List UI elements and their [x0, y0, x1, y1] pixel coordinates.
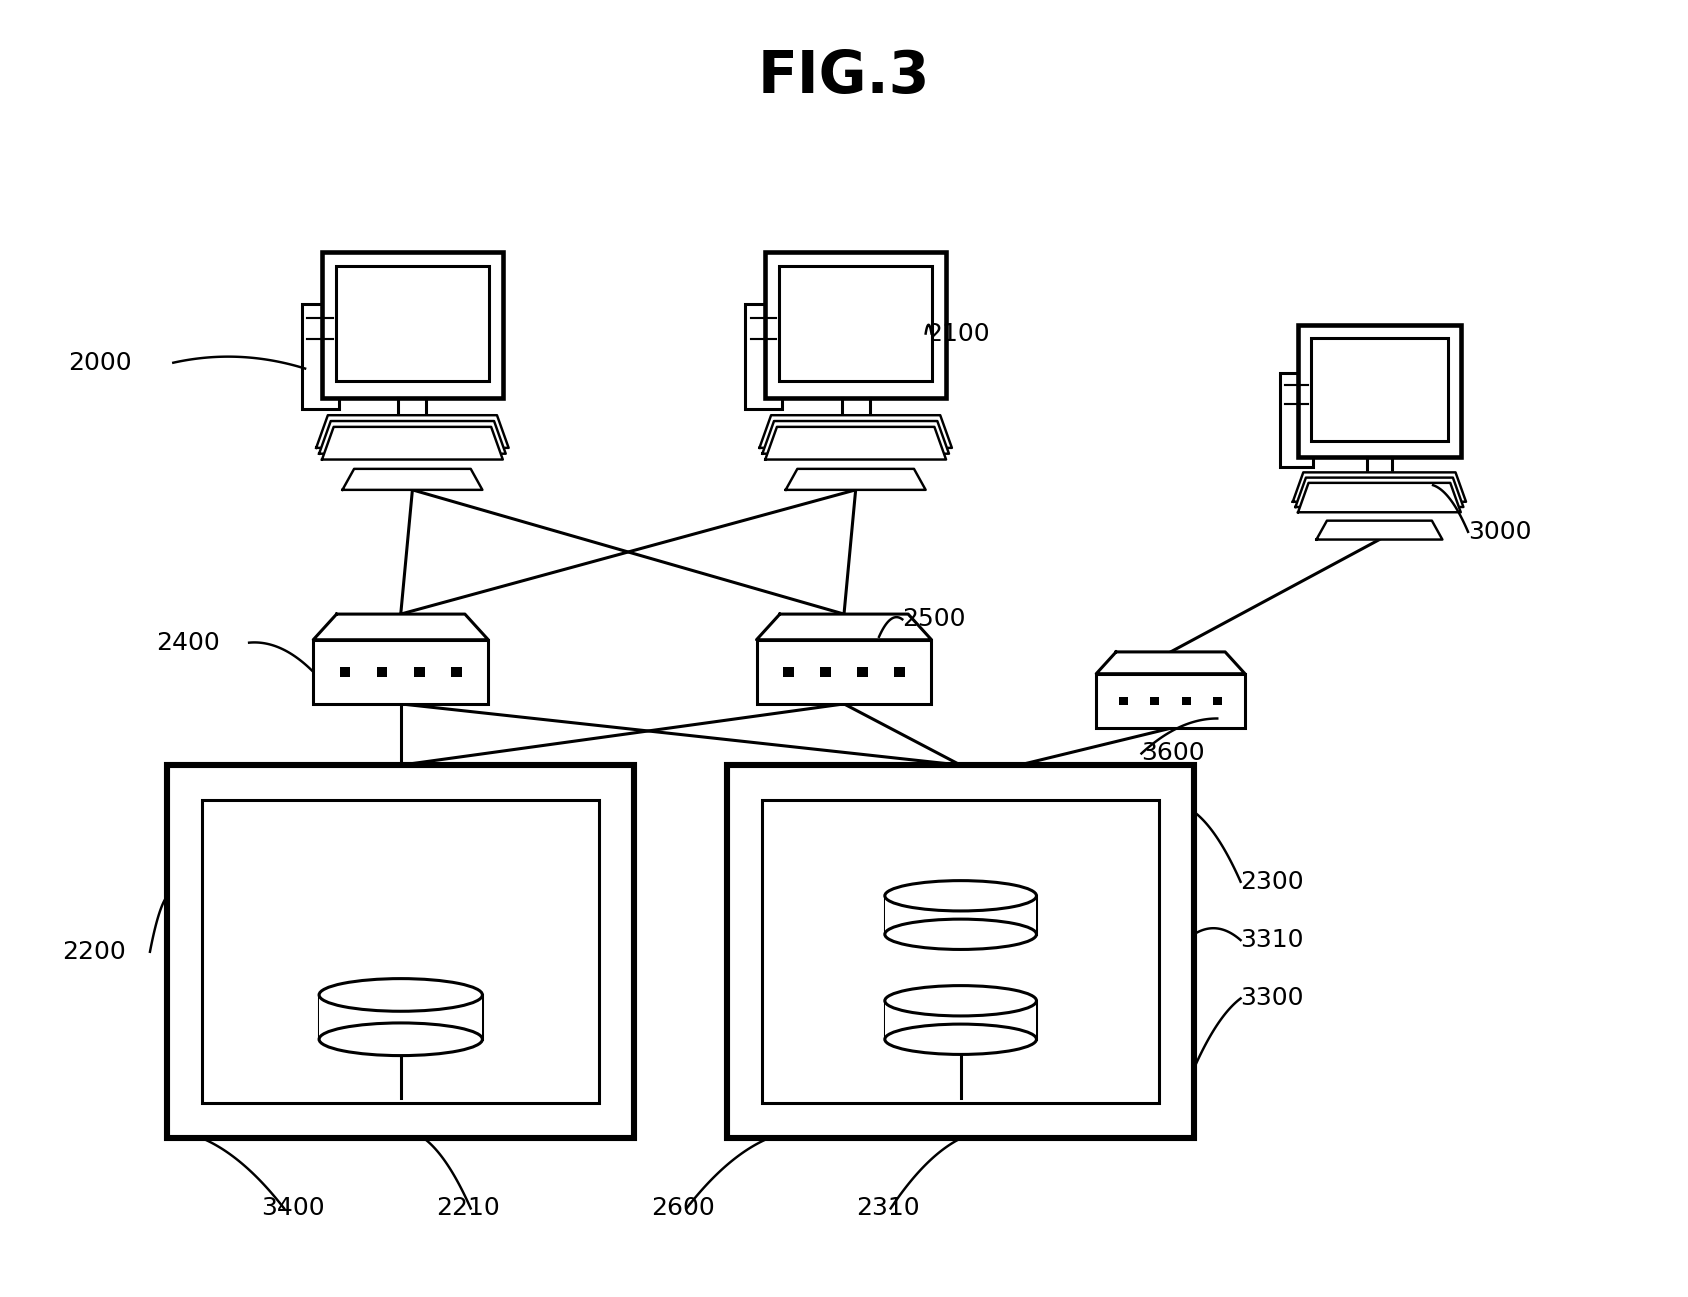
Text: 3300: 3300 — [1241, 987, 1305, 1010]
FancyBboxPatch shape — [1119, 696, 1128, 706]
Text: 2600: 2600 — [652, 1196, 716, 1220]
Text: 3000: 3000 — [1469, 520, 1531, 543]
Polygon shape — [1298, 482, 1460, 512]
Text: 2500: 2500 — [903, 607, 966, 632]
FancyBboxPatch shape — [1182, 696, 1190, 706]
FancyBboxPatch shape — [783, 667, 793, 677]
Polygon shape — [314, 613, 488, 639]
FancyBboxPatch shape — [319, 995, 483, 1039]
Polygon shape — [1317, 520, 1443, 540]
Ellipse shape — [885, 986, 1036, 1016]
Polygon shape — [343, 468, 483, 490]
FancyBboxPatch shape — [451, 667, 461, 677]
FancyBboxPatch shape — [728, 765, 1193, 1139]
Text: 2200: 2200 — [62, 940, 127, 964]
Ellipse shape — [885, 920, 1036, 949]
Polygon shape — [1096, 652, 1246, 673]
FancyBboxPatch shape — [414, 667, 425, 677]
FancyBboxPatch shape — [780, 266, 932, 381]
Text: 2210: 2210 — [436, 1196, 500, 1220]
FancyBboxPatch shape — [744, 305, 782, 410]
Polygon shape — [1295, 477, 1463, 507]
Polygon shape — [316, 415, 508, 447]
Text: 3310: 3310 — [1241, 929, 1305, 952]
FancyBboxPatch shape — [1214, 696, 1222, 706]
Text: 3600: 3600 — [1141, 742, 1205, 765]
Text: 2400: 2400 — [155, 630, 219, 655]
Ellipse shape — [885, 881, 1036, 910]
FancyBboxPatch shape — [820, 667, 830, 677]
FancyBboxPatch shape — [336, 266, 490, 381]
FancyBboxPatch shape — [302, 305, 339, 410]
FancyBboxPatch shape — [1280, 372, 1313, 467]
FancyBboxPatch shape — [167, 765, 635, 1139]
FancyBboxPatch shape — [885, 1001, 1036, 1039]
FancyBboxPatch shape — [756, 639, 932, 704]
Polygon shape — [765, 427, 945, 459]
FancyBboxPatch shape — [895, 667, 905, 677]
Polygon shape — [760, 415, 952, 447]
FancyBboxPatch shape — [885, 896, 1036, 934]
FancyBboxPatch shape — [376, 667, 388, 677]
FancyBboxPatch shape — [1310, 339, 1448, 441]
FancyBboxPatch shape — [203, 800, 599, 1104]
Ellipse shape — [319, 979, 483, 1012]
FancyBboxPatch shape — [1151, 696, 1160, 706]
FancyBboxPatch shape — [322, 252, 503, 398]
Polygon shape — [319, 422, 506, 454]
FancyBboxPatch shape — [1096, 673, 1246, 728]
Polygon shape — [322, 427, 503, 459]
Polygon shape — [785, 468, 925, 490]
FancyBboxPatch shape — [314, 639, 488, 704]
FancyBboxPatch shape — [763, 800, 1160, 1104]
Polygon shape — [1293, 472, 1465, 502]
FancyBboxPatch shape — [858, 667, 868, 677]
FancyBboxPatch shape — [1298, 326, 1460, 457]
Polygon shape — [756, 613, 932, 639]
Ellipse shape — [885, 1025, 1036, 1054]
Text: 2310: 2310 — [856, 1196, 920, 1220]
Text: 3400: 3400 — [260, 1196, 324, 1220]
FancyBboxPatch shape — [339, 667, 351, 677]
Text: 2000: 2000 — [68, 350, 132, 375]
Text: 2100: 2100 — [925, 322, 989, 345]
Ellipse shape — [319, 1023, 483, 1056]
Text: FIG.3: FIG.3 — [758, 48, 930, 105]
Text: 2300: 2300 — [1241, 870, 1305, 894]
Polygon shape — [763, 422, 949, 454]
FancyBboxPatch shape — [765, 252, 945, 398]
